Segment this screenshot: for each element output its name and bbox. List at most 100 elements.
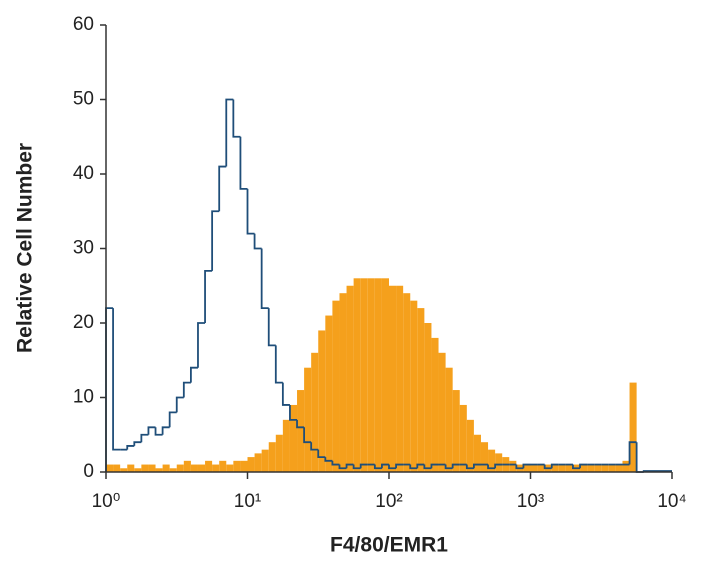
histogram-bar	[466, 419, 474, 472]
histogram-step	[444, 464, 453, 470]
histogram-bar	[282, 419, 290, 472]
histogram-bar	[205, 460, 213, 472]
histogram-bar	[183, 460, 191, 472]
y-tick-label: 10	[73, 387, 94, 408]
histogram-bar	[127, 464, 135, 472]
histogram-step	[168, 411, 177, 428]
histogram-step	[126, 445, 135, 450]
histogram-bar	[374, 278, 382, 472]
histogram-step	[154, 427, 163, 436]
histogram-step	[105, 307, 114, 472]
histogram-bar	[233, 460, 241, 472]
histogram-step	[267, 308, 276, 347]
histogram-bar	[141, 464, 149, 472]
histogram-step	[373, 464, 382, 470]
histogram-bar	[219, 460, 227, 472]
histogram-bar	[176, 464, 184, 472]
x-tick-label: 10²	[375, 491, 402, 512]
histogram-bar	[594, 464, 602, 472]
y-tick-label: 0	[83, 461, 94, 482]
histogram-step	[296, 419, 305, 429]
histogram-step	[543, 464, 552, 470]
histogram-step	[310, 442, 319, 451]
histogram-bar	[580, 464, 588, 472]
histogram-bar	[389, 285, 397, 472]
histogram-step	[140, 433, 149, 443]
histogram-step	[189, 366, 198, 383]
histogram-step	[225, 98, 234, 167]
histogram-step	[218, 165, 227, 212]
histogram-step	[112, 308, 121, 451]
histogram-step	[515, 464, 524, 470]
histogram-bar	[473, 434, 481, 472]
histogram-step	[494, 463, 503, 469]
histogram-bar	[551, 464, 559, 472]
histogram-step	[416, 463, 425, 469]
histogram-step	[635, 442, 644, 473]
histogram-bar	[587, 464, 595, 472]
histogram-step	[303, 427, 312, 444]
histogram-bar	[424, 323, 432, 472]
histogram-step	[522, 463, 531, 469]
histogram-bar	[530, 464, 538, 472]
histogram-bar	[113, 464, 121, 472]
y-axis-title: Relative Cell Number	[14, 143, 37, 353]
histogram-step	[239, 136, 248, 190]
histogram-step	[324, 457, 333, 462]
histogram-bar	[403, 293, 411, 472]
histogram-step	[232, 99, 241, 138]
histogram-bar	[155, 468, 163, 472]
histogram-bar	[537, 464, 545, 472]
histogram-step	[133, 441, 142, 446]
histogram-step	[430, 463, 439, 469]
histogram-bar	[615, 464, 623, 472]
histogram-step	[175, 396, 184, 413]
histogram-step	[628, 441, 637, 465]
histogram-step	[317, 449, 326, 458]
histogram-step	[338, 464, 347, 470]
histogram-bar	[346, 285, 354, 472]
histogram-step	[465, 464, 474, 470]
histogram-bar	[480, 442, 489, 472]
histogram-bar	[120, 468, 128, 472]
histogram-step	[388, 464, 397, 470]
histogram-step	[472, 463, 481, 469]
histogram-bar	[523, 464, 531, 472]
histogram-bar	[608, 464, 616, 472]
histogram-step	[182, 381, 191, 398]
histogram-bar	[565, 464, 573, 472]
x-axis-title: F4/80/EMR1	[330, 534, 448, 557]
histogram-bar	[275, 434, 283, 472]
histogram-step	[451, 463, 460, 469]
histogram-bar	[558, 464, 566, 472]
histogram-bar	[318, 330, 326, 472]
histogram-step	[281, 382, 290, 406]
histogram-bar	[134, 468, 142, 472]
histogram-step	[395, 463, 404, 469]
x-tick-label: 10⁰	[92, 491, 121, 512]
histogram-step	[289, 404, 298, 421]
histogram-bar	[289, 404, 298, 472]
histogram-step	[331, 460, 340, 466]
histogram-bar	[212, 464, 220, 472]
histogram-bar	[367, 278, 375, 472]
histogram-step	[550, 463, 559, 469]
histogram-bar	[622, 460, 630, 472]
histogram-step	[423, 464, 432, 470]
histogram-bar	[459, 404, 467, 472]
histogram-step	[260, 248, 269, 309]
histogram-step	[487, 464, 496, 470]
histogram-bar	[254, 453, 262, 472]
histogram-bar	[297, 390, 305, 472]
y-tick-label: 20	[73, 312, 94, 333]
histogram-bar	[148, 464, 156, 472]
histogram-step	[147, 426, 156, 435]
y-tick-label: 40	[73, 163, 94, 184]
histogram-step	[161, 426, 170, 435]
x-tick-label: 10³	[517, 491, 544, 512]
histogram-step	[211, 210, 220, 271]
histogram-bar	[197, 464, 206, 472]
histogram-bar	[417, 308, 425, 472]
histogram-step	[274, 345, 283, 384]
histogram-step	[197, 322, 206, 368]
